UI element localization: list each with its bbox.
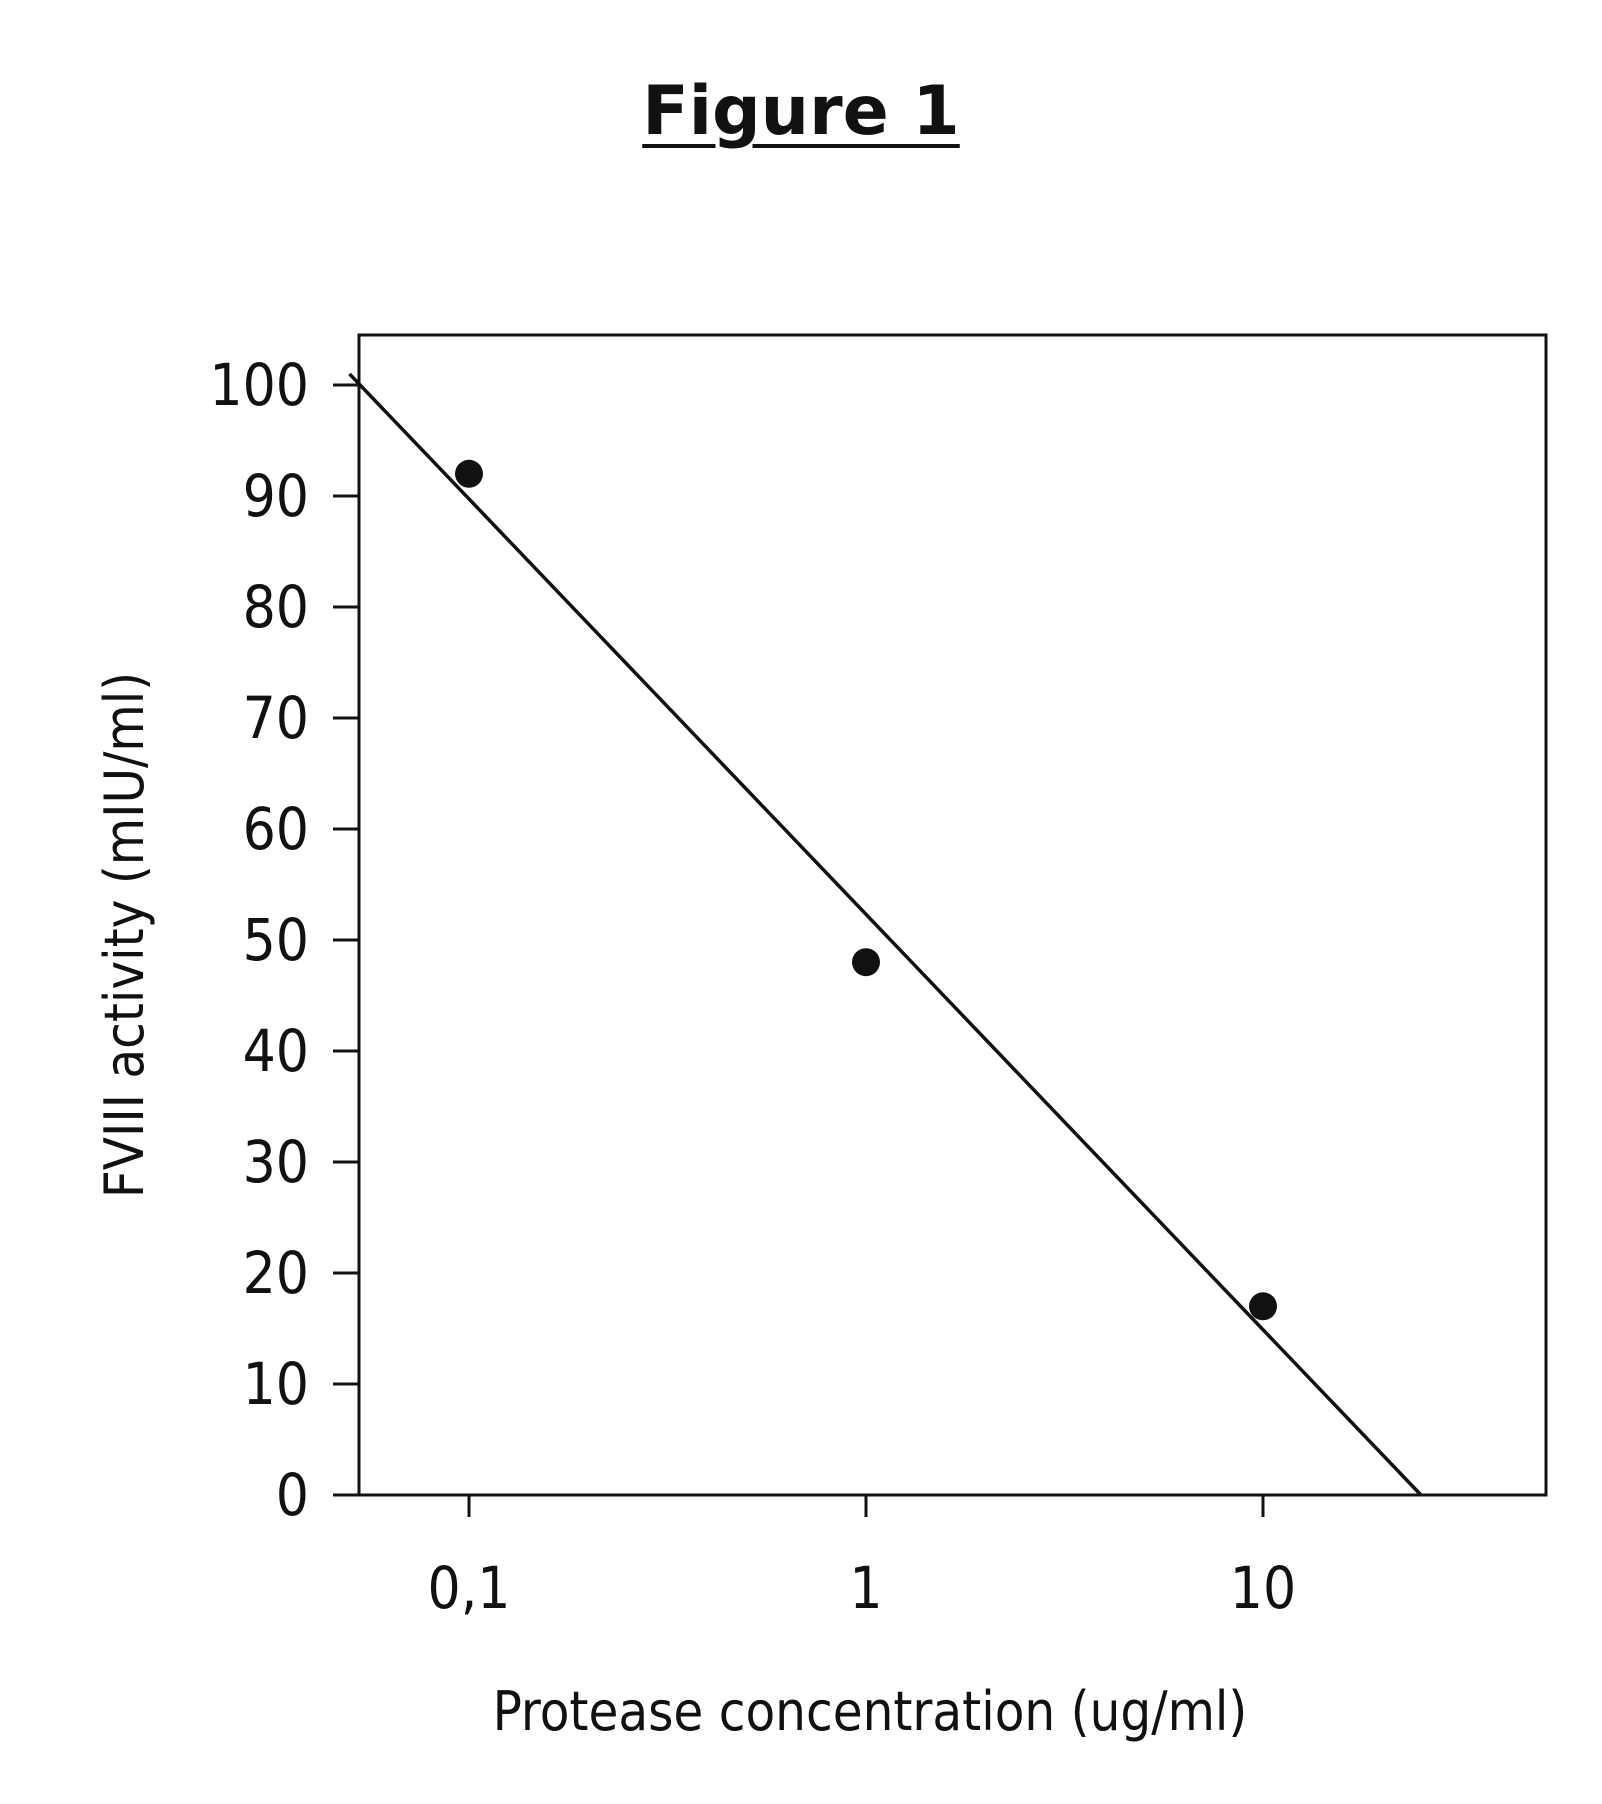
x-tick-label: 0,1 [428, 1554, 511, 1622]
y-tick-label: 20 [243, 1239, 309, 1307]
y-axis-ticks: 0 10 20 30 40 50 60 70 80 90 100 [209, 351, 359, 1529]
y-tick-label: 40 [243, 1017, 309, 1085]
data-point [1249, 1292, 1277, 1320]
y-tick-label: 10 [243, 1350, 309, 1418]
y-tick-label: 70 [243, 684, 309, 752]
y-axis-label: FVIII activity (mIU/ml) [93, 672, 156, 1198]
y-tick-label: 50 [243, 906, 309, 974]
y-tick-label: 90 [243, 462, 309, 530]
x-tick-label: 1 [849, 1554, 882, 1622]
x-axis-ticks: 0,1 1 10 [428, 1495, 1297, 1622]
plot-area-frame [359, 335, 1546, 1495]
trend-line [349, 374, 1420, 1495]
y-tick-label: 60 [243, 795, 309, 863]
y-tick-label: 30 [243, 1128, 309, 1196]
y-tick-label: 0 [276, 1461, 309, 1529]
data-marks [349, 374, 1420, 1495]
x-tick-label: 10 [1230, 1554, 1296, 1622]
y-tick-label: 100 [209, 351, 309, 419]
y-tick-label: 80 [243, 573, 309, 641]
data-point [455, 460, 483, 488]
data-point [852, 948, 880, 976]
x-axis-label: Protease concentration (ug/ml) [493, 1680, 1248, 1743]
